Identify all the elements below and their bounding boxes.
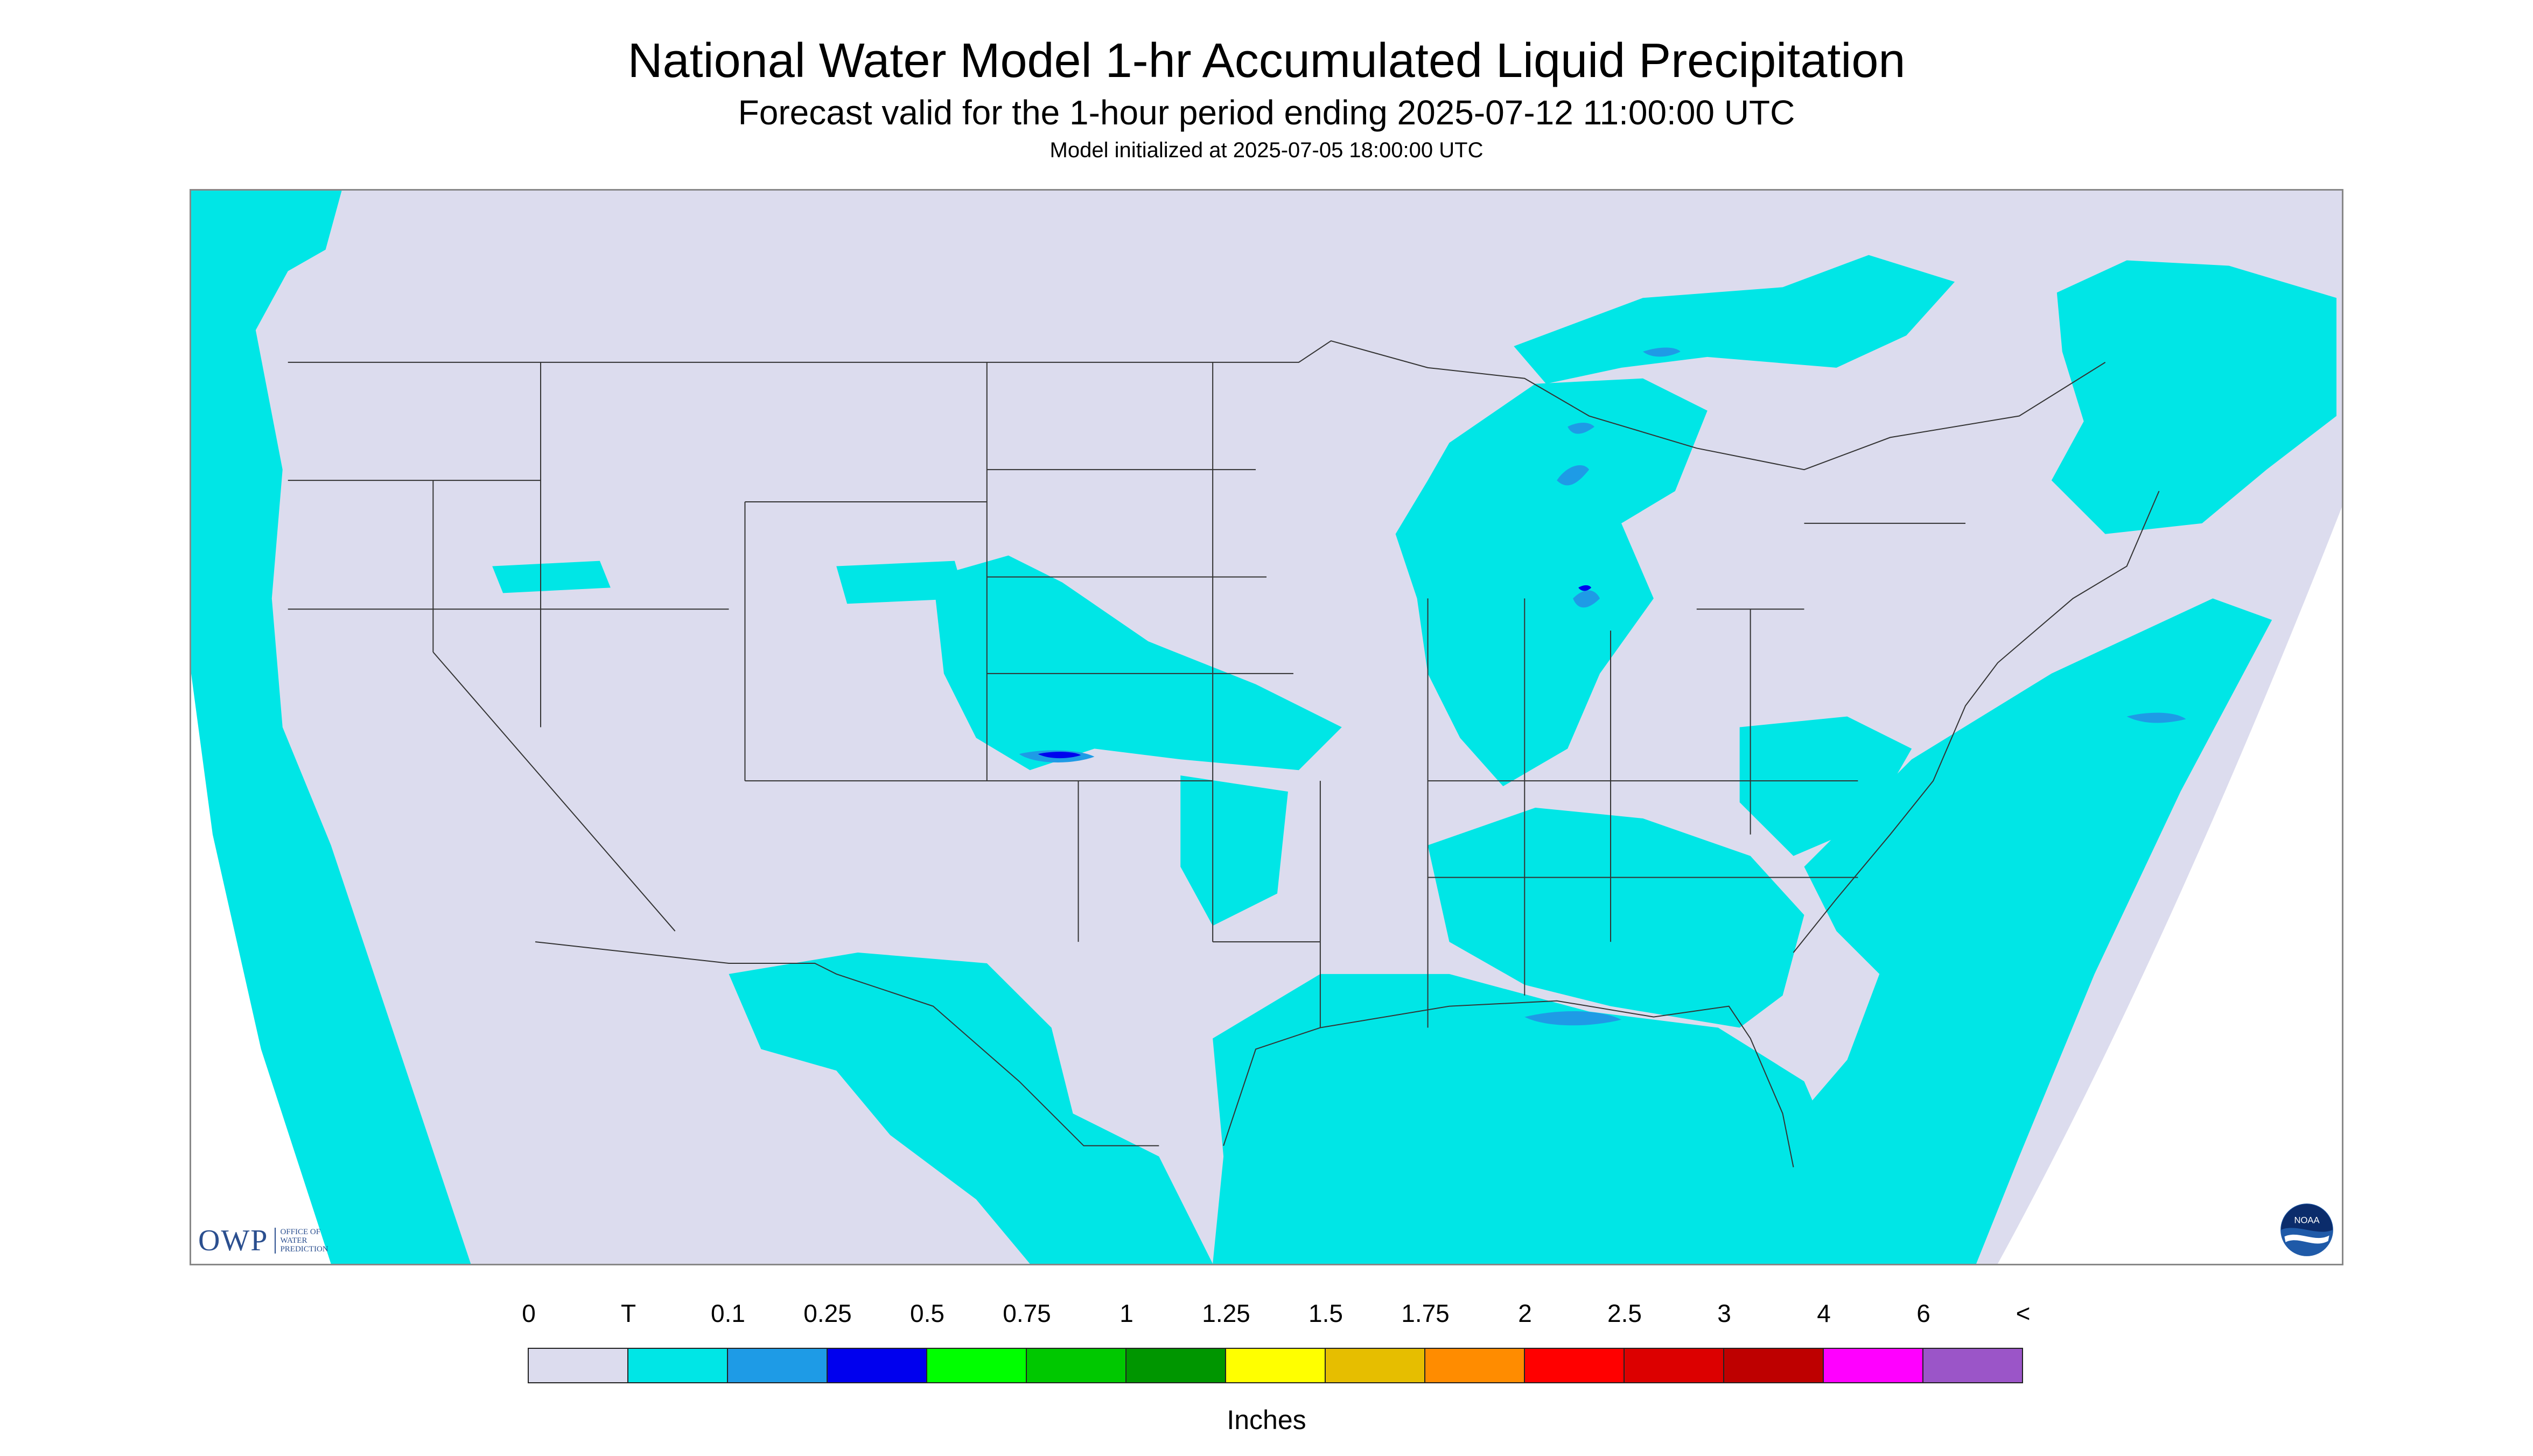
legend-label: T	[620, 1299, 636, 1327]
legend-label: 1.5	[1309, 1299, 1343, 1327]
legend-swatch	[1425, 1349, 1525, 1382]
mid-atlantic-area	[1739, 716, 1912, 856]
legend-swatch	[1027, 1349, 1126, 1382]
legend-swatch	[828, 1349, 927, 1382]
noaa-logo: NOAA	[2279, 1202, 2334, 1257]
dakotas-area	[836, 561, 965, 604]
legend-swatch	[1923, 1349, 2022, 1382]
southern-plains-area	[1180, 775, 1288, 926]
legend-label: 1.75	[1401, 1299, 1450, 1327]
plains-area	[933, 555, 1342, 771]
legend-swatch	[1525, 1349, 1625, 1382]
legend-swatch	[927, 1349, 1027, 1382]
light-precip-areas	[1019, 347, 2186, 1026]
legend-label: 6	[1916, 1299, 1930, 1327]
trace-precip-areas	[191, 191, 2337, 1264]
legend-swatch	[1824, 1349, 1923, 1382]
canada-east-area	[1514, 255, 1955, 384]
forecast-valid-subtitle: Forecast valid for the 1-hour period end…	[738, 93, 1795, 132]
nw-corner-area	[191, 191, 320, 266]
us-mexico-border	[535, 941, 1159, 1146]
noaa-logo-text: NOAA	[2294, 1215, 2320, 1226]
precip-map	[190, 189, 2343, 1265]
legend-color-bar	[528, 1348, 2023, 1383]
owp-logo-line: OFFICE OF	[280, 1228, 321, 1236]
legend-labels: 0 T 0.1 0.25 0.5 0.75 1 1.25 1.5 1.75 2 2.5 3 4 6 <	[0, 1299, 2533, 1331]
legend-swatch	[728, 1349, 828, 1382]
legend-label: 3	[1717, 1299, 1731, 1327]
state-lines-central	[986, 362, 1429, 1028]
southwest-mexico-area	[729, 953, 1213, 1264]
legend-label: 2	[1518, 1299, 1532, 1327]
legend-label: 0.25	[803, 1299, 852, 1327]
legend-label: 1	[1119, 1299, 1133, 1327]
owp-logo-line: WATER	[280, 1236, 307, 1245]
legend-swatch	[1326, 1349, 1425, 1382]
gulf-coast	[1223, 1000, 1794, 1167]
legend-label: 2.5	[1607, 1299, 1642, 1327]
legend-label: 1.25	[1202, 1299, 1250, 1327]
lower-michigan-spot	[1573, 590, 1600, 608]
owp-logo-subtext: OFFICE OF WATER PREDICTION	[275, 1228, 328, 1254]
state-lines-east	[1428, 522, 1966, 996]
kansas-core	[1038, 752, 1081, 759]
domain-mask-left	[191, 577, 471, 1264]
legend-swatch	[1724, 1349, 1824, 1382]
legend-swatch	[628, 1349, 728, 1382]
gulf-area	[1213, 974, 1837, 1264]
michigan-core	[1578, 585, 1592, 591]
us-canada-border	[288, 340, 2106, 471]
legend-label: 0.1	[711, 1299, 745, 1327]
lake-superior-spot	[1642, 347, 1681, 357]
precip-map-svg	[191, 191, 2342, 1264]
upper-michigan-spot	[1557, 465, 1590, 486]
legend-label: 0	[522, 1299, 536, 1327]
legend-units: Inches	[1227, 1405, 1306, 1435]
map-title: National Water Model 1-hr Accumulated Li…	[627, 34, 1906, 88]
owp-logo-line: PREDICTION	[280, 1245, 328, 1254]
domain-mask-right	[1997, 507, 2342, 1264]
atlantic-area	[1782, 598, 2272, 1264]
legend-label: <	[2016, 1299, 2031, 1327]
legend-label: 4	[1817, 1299, 1831, 1327]
great-lakes-area	[1395, 378, 1708, 787]
gulf-coast-spot	[1524, 1011, 1622, 1026]
idaho-wyoming-area	[492, 561, 611, 593]
legend-swatch	[529, 1349, 628, 1382]
legend-label: 0.5	[910, 1299, 944, 1327]
atlantic-offshore-spot	[2126, 712, 2186, 723]
michigan-spot	[1568, 422, 1595, 434]
political-boundaries	[288, 340, 2160, 1167]
legend-swatch	[1625, 1349, 1724, 1382]
southeast-area	[1428, 807, 1804, 1028]
legend-swatch	[1126, 1349, 1226, 1382]
state-lines-west	[288, 362, 1213, 932]
owp-logo-text: OWP	[198, 1224, 269, 1257]
pacific-west-area	[191, 191, 471, 1264]
moderate-precip-areas	[1038, 585, 1592, 759]
legend-swatch	[1226, 1349, 1326, 1382]
maine-canada-area	[2051, 260, 2337, 534]
legend-label: 0.75	[1003, 1299, 1051, 1327]
model-init-text: Model initialized at 2025-07-05 18:00:00…	[1049, 138, 1484, 162]
owp-logo: OWP OFFICE OF WATER PREDICTION	[198, 1223, 328, 1258]
